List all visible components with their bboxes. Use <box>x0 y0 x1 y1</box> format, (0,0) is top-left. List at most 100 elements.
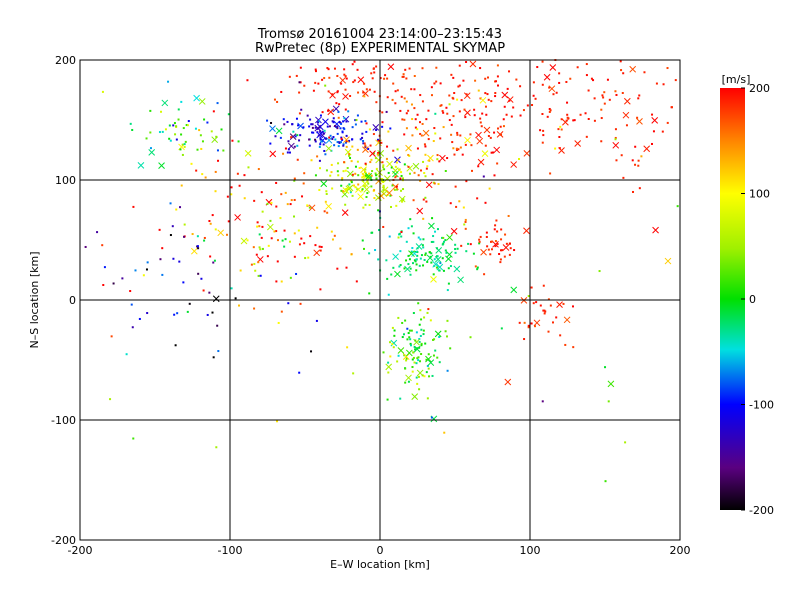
data-point <box>485 113 488 116</box>
data-point <box>368 252 371 255</box>
data-point <box>401 199 404 202</box>
data-point <box>604 366 607 369</box>
data-point <box>408 336 411 339</box>
data-point <box>401 118 404 121</box>
data-point <box>211 311 214 314</box>
data-point <box>380 180 383 183</box>
data-point <box>303 84 306 87</box>
data-point <box>296 144 299 147</box>
data-point <box>266 119 269 122</box>
data-point <box>407 263 410 266</box>
data-point <box>418 340 421 343</box>
data-point <box>449 347 452 350</box>
data-point <box>390 273 393 276</box>
data-point <box>164 128 167 131</box>
data-point <box>614 90 617 93</box>
data-point <box>542 284 545 287</box>
data-point <box>373 197 376 200</box>
data-point <box>469 243 472 246</box>
data-point <box>187 120 190 123</box>
data-point <box>435 80 438 83</box>
data-point <box>508 242 511 245</box>
data-point <box>482 175 485 178</box>
data-point <box>473 108 476 111</box>
data-point <box>405 240 408 243</box>
data-point-cross <box>622 111 630 119</box>
data-point <box>470 144 473 147</box>
data-point <box>464 220 467 223</box>
data-point <box>441 257 444 260</box>
data-point <box>431 374 434 377</box>
data-point-cross <box>198 98 206 105</box>
data-point <box>212 261 215 264</box>
data-point <box>541 113 544 116</box>
data-point <box>413 107 416 110</box>
data-point <box>554 147 557 150</box>
data-point <box>184 140 187 143</box>
data-point <box>458 110 461 113</box>
data-point <box>497 127 500 130</box>
data-point <box>325 190 328 193</box>
data-point <box>401 200 404 203</box>
data-point-cross <box>416 369 424 377</box>
data-point-cross <box>365 172 373 180</box>
data-point <box>319 138 322 141</box>
data-point <box>293 198 296 201</box>
data-point-cross <box>269 125 276 132</box>
data-point <box>276 239 279 242</box>
data-point <box>380 141 383 144</box>
data-point <box>600 117 603 120</box>
data-point <box>637 159 640 162</box>
data-point <box>238 184 241 187</box>
data-point <box>308 138 311 141</box>
data-point <box>500 327 503 330</box>
data-point <box>415 263 418 266</box>
data-point <box>131 128 134 131</box>
data-point <box>403 267 406 270</box>
data-point <box>407 227 410 230</box>
data-point-cross <box>463 92 471 100</box>
data-point <box>356 114 359 117</box>
data-point <box>395 161 398 164</box>
data-point <box>345 266 348 269</box>
data-point <box>386 96 389 99</box>
data-point <box>101 244 104 247</box>
data-point <box>405 359 408 362</box>
data-point <box>158 228 161 231</box>
data-point <box>339 247 342 250</box>
data-point <box>427 367 430 370</box>
data-point <box>402 188 405 191</box>
data-point <box>256 221 259 224</box>
data-point <box>416 247 419 250</box>
data-point <box>169 234 172 237</box>
data-point <box>427 138 430 141</box>
data-point-cross <box>363 186 371 193</box>
data-point <box>335 125 338 128</box>
data-point <box>314 126 317 129</box>
data-point <box>318 145 321 148</box>
data-point <box>381 125 384 128</box>
data-point <box>518 157 521 160</box>
data-point <box>453 92 456 95</box>
data-point <box>351 126 354 129</box>
data-point <box>606 78 609 81</box>
data-point <box>424 196 427 199</box>
x-axis-label: E–W location [km] <box>330 558 430 571</box>
data-point <box>291 123 294 126</box>
data-point <box>420 318 423 321</box>
data-point-cross <box>548 85 556 93</box>
data-point <box>463 223 466 226</box>
data-point <box>424 253 427 256</box>
data-point <box>415 269 418 272</box>
data-point <box>355 280 358 283</box>
data-point <box>674 79 677 82</box>
data-point <box>367 177 370 180</box>
data-point <box>416 382 419 385</box>
data-point <box>340 184 343 187</box>
data-point <box>370 175 373 178</box>
data-point <box>548 107 551 110</box>
data-point <box>209 222 212 225</box>
data-point-cross <box>434 330 442 338</box>
data-point <box>362 206 365 209</box>
data-point <box>196 235 199 238</box>
